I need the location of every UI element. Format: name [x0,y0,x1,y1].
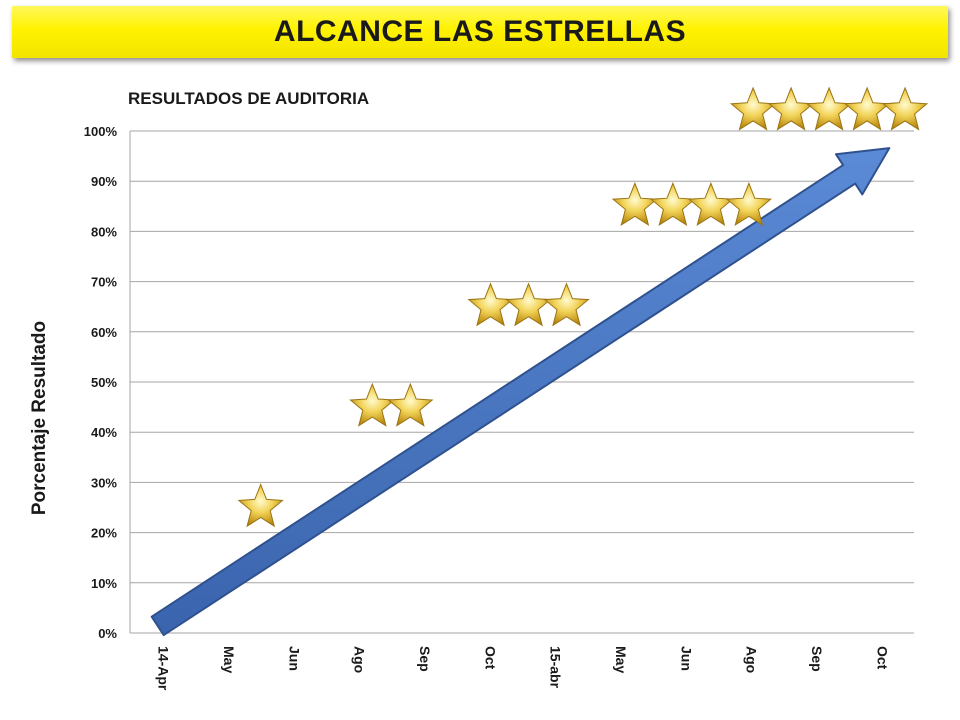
star-icon [505,282,552,327]
star-icon [543,282,590,327]
y-tick-label: 0% [98,626,117,641]
trend-arrow [150,147,891,637]
star-icon [805,86,853,131]
star-icon [767,86,815,131]
star-icon [649,181,696,227]
title-banner: ALCANCE LAS ESTRELLAS [12,6,948,58]
gridlines [129,130,914,634]
y-tick-label: 50% [91,375,117,390]
y-tick-label: 20% [91,526,117,541]
x-tick-label: Jun [286,646,302,671]
y-tick-labels: 0% 10% 20% 30% 40% 50% 60% 70% 80% 90% 100% [84,124,118,641]
x-tick-label: Jun [678,646,694,671]
x-tick-label: Sep [417,646,433,672]
star-icon [687,181,734,227]
x-tick-label: 14-Apr [156,646,172,691]
x-tick-label: May [221,646,237,673]
y-tick-label: 40% [91,425,117,440]
page-title: ALCANCE LAS ESTRELLAS [273,15,687,48]
star-icon [725,181,772,227]
x-tick-label: Ago [744,646,760,673]
star-icon [729,86,777,131]
star-icon [611,181,658,227]
trend-arrow-group [150,147,891,637]
star-icon [237,483,284,528]
star-icon [843,86,891,131]
star-icon [387,382,434,427]
x-tick-label: Oct [874,646,890,670]
y-tick-label: 10% [91,576,117,591]
x-tick-labels: 14-Apr May Jun Ago Sep Oct 15-abr May Jun Ago Sep O… [156,646,891,691]
x-tick-label: Oct [482,646,498,670]
y-tick-label: 30% [91,475,117,490]
y-axis-label: Porcentaje Resultado [29,321,50,515]
x-tick-label: May [613,646,629,673]
y-tick-label: 70% [91,275,117,290]
y-tick-label: 80% [91,224,117,239]
y-tick-label: 60% [91,325,117,340]
x-tick-label: 15-abr [548,646,564,689]
y-tick-label: 90% [91,174,117,189]
y-tick-label: 100% [84,124,118,139]
star-icon [467,282,514,327]
x-tick-label: Ago [352,646,368,673]
star-icon [349,382,396,427]
star-icon [881,86,929,131]
star-ratings [237,86,929,528]
x-tick-label: Sep [809,646,825,672]
chart-title: RESULTADOS DE AUDITORIA [128,89,369,108]
